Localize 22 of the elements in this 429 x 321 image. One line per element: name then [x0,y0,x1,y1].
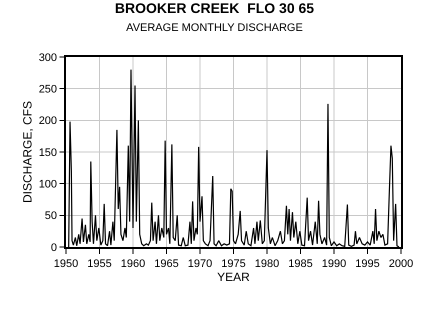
x-tick-label: 1960 [120,258,146,270]
x-tick-label: 1950 [54,258,78,270]
y-tick-label: 250 [38,84,58,96]
chart-title: BROOKER CREEK FLO 30 65 [114,0,314,16]
x-tick-label: 1985 [288,258,313,270]
y-tick-label: 150 [38,146,58,159]
x-tick-label: 2000 [388,258,414,270]
x-tick-label: 1995 [355,258,380,270]
x-tick-label: 1990 [322,258,346,270]
y-tick-label: 100 [38,178,58,191]
chart-subtitle: AVERAGE MONTHLY DISCHARGE [126,22,303,34]
x-tick-label: 1965 [154,258,179,270]
y-axis-title: DISCHARGE, CFS [20,100,34,204]
x-tick-label: 1975 [221,258,246,270]
y-tick-label: 300 [38,52,58,64]
y-tick-label: 200 [38,115,58,128]
y-tick-label: 0 [50,242,58,254]
x-tick-label: 1955 [87,258,112,270]
x-tick-label: 1980 [254,258,280,270]
y-tick-label: 50 [44,210,58,222]
x-tick-label: 1970 [188,258,212,270]
x-axis-title: YEAR [217,270,250,284]
